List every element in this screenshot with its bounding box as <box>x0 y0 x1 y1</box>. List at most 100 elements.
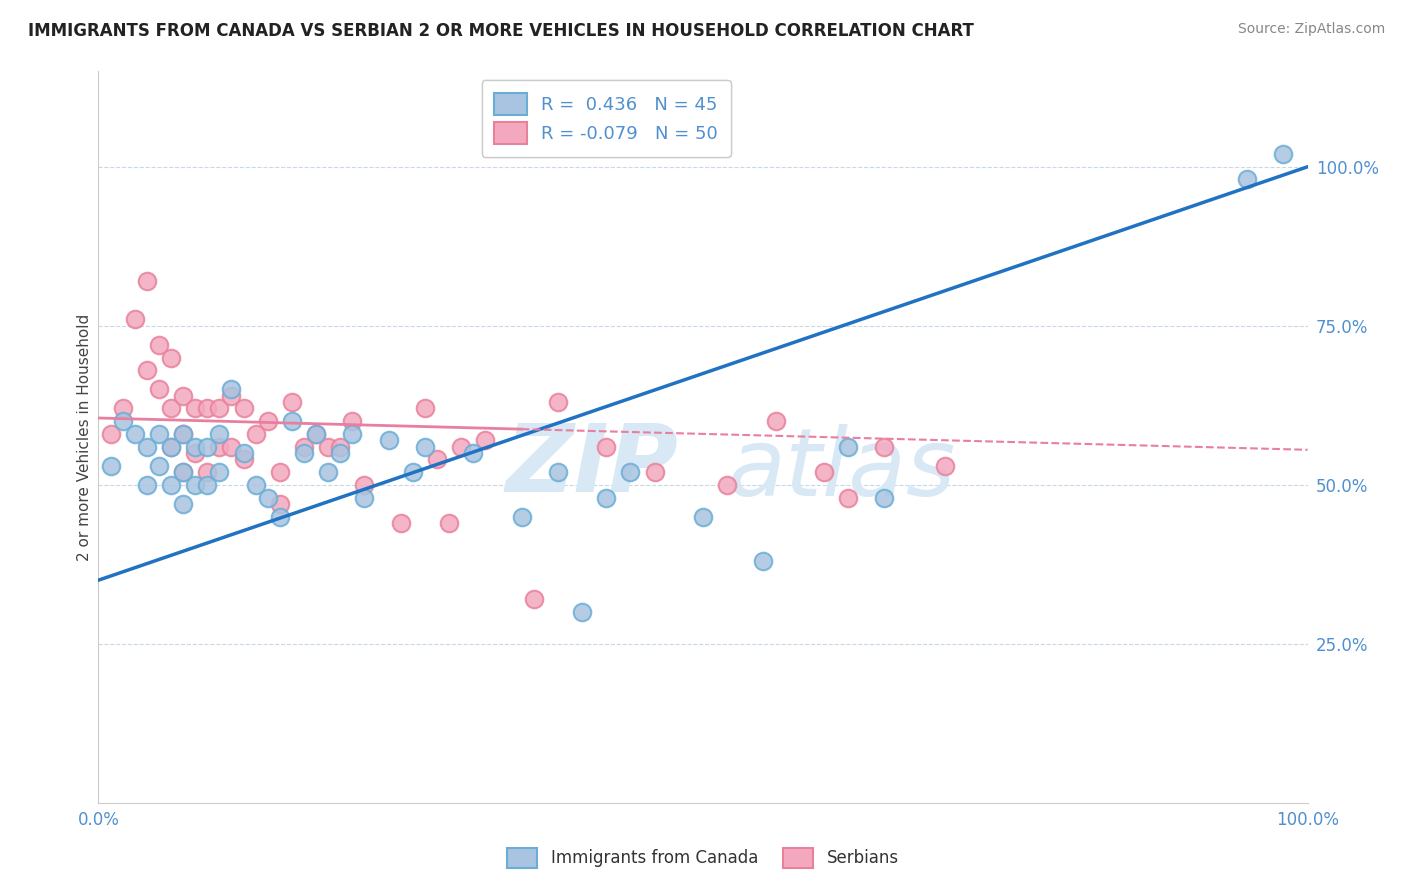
Point <box>172 465 194 479</box>
Y-axis label: 2 or more Vehicles in Household: 2 or more Vehicles in Household <box>77 313 91 561</box>
Point <box>281 395 304 409</box>
Point <box>172 465 194 479</box>
Point <box>245 426 267 441</box>
Point <box>437 516 460 530</box>
Point <box>148 458 170 473</box>
Point <box>837 440 859 454</box>
Point <box>353 491 375 505</box>
Point <box>281 414 304 428</box>
Point <box>111 401 134 416</box>
Point <box>232 401 254 416</box>
Legend: R =  0.436   N = 45, R = -0.079   N = 50: R = 0.436 N = 45, R = -0.079 N = 50 <box>482 80 731 157</box>
Point <box>329 446 352 460</box>
Point <box>305 426 328 441</box>
Point <box>765 414 787 428</box>
Point <box>135 274 157 288</box>
Point <box>292 446 315 460</box>
Point <box>124 312 146 326</box>
Point <box>135 363 157 377</box>
Point <box>184 477 207 491</box>
Point <box>353 477 375 491</box>
Point <box>269 465 291 479</box>
Point <box>474 434 496 448</box>
Point <box>148 426 170 441</box>
Point <box>208 401 231 416</box>
Legend: Immigrants from Canada, Serbians: Immigrants from Canada, Serbians <box>501 841 905 875</box>
Point <box>547 465 569 479</box>
Point <box>172 497 194 511</box>
Point <box>256 414 278 428</box>
Point <box>160 440 183 454</box>
Point <box>100 458 122 473</box>
Point <box>389 516 412 530</box>
Point <box>595 491 617 505</box>
Point <box>873 491 896 505</box>
Point <box>256 491 278 505</box>
Point <box>184 446 207 460</box>
Point <box>413 401 436 416</box>
Point <box>184 401 207 416</box>
Point <box>342 414 364 428</box>
Point <box>813 465 835 479</box>
Point <box>148 383 170 397</box>
Point <box>292 440 315 454</box>
Point <box>402 465 425 479</box>
Point <box>100 426 122 441</box>
Point <box>172 389 194 403</box>
Point <box>135 440 157 454</box>
Text: IMMIGRANTS FROM CANADA VS SERBIAN 2 OR MORE VEHICLES IN HOUSEHOLD CORRELATION CH: IMMIGRANTS FROM CANADA VS SERBIAN 2 OR M… <box>28 22 974 40</box>
Point <box>305 426 328 441</box>
Point <box>752 554 775 568</box>
Text: Source: ZipAtlas.com: Source: ZipAtlas.com <box>1237 22 1385 37</box>
Point <box>148 338 170 352</box>
Point <box>135 477 157 491</box>
Point <box>172 426 194 441</box>
Point <box>571 605 593 619</box>
Point <box>523 592 546 607</box>
Point <box>195 465 218 479</box>
Point <box>342 426 364 441</box>
Point <box>232 452 254 467</box>
Point <box>221 383 243 397</box>
Point <box>426 452 449 467</box>
Point <box>644 465 666 479</box>
Point <box>195 477 218 491</box>
Point <box>316 440 339 454</box>
Point <box>595 440 617 454</box>
Point <box>716 477 738 491</box>
Point <box>208 465 231 479</box>
Point <box>124 426 146 441</box>
Point <box>450 440 472 454</box>
Point <box>413 440 436 454</box>
Point <box>269 509 291 524</box>
Point <box>463 446 485 460</box>
Point <box>510 509 533 524</box>
Point <box>619 465 641 479</box>
Text: atlas: atlas <box>727 425 956 516</box>
Point <box>873 440 896 454</box>
Point <box>221 440 243 454</box>
Point <box>934 458 956 473</box>
Point <box>329 440 352 454</box>
Point <box>232 446 254 460</box>
Point <box>316 465 339 479</box>
Point <box>837 491 859 505</box>
Point <box>160 440 183 454</box>
Text: ZIP: ZIP <box>506 420 679 512</box>
Point <box>377 434 399 448</box>
Point <box>184 440 207 454</box>
Point <box>172 426 194 441</box>
Point <box>195 440 218 454</box>
Point <box>208 440 231 454</box>
Point <box>269 497 291 511</box>
Point <box>692 509 714 524</box>
Point <box>160 351 183 365</box>
Point <box>160 477 183 491</box>
Point <box>547 395 569 409</box>
Point <box>221 389 243 403</box>
Point <box>1236 172 1258 186</box>
Point <box>195 401 218 416</box>
Point <box>208 426 231 441</box>
Point <box>160 401 183 416</box>
Point <box>245 477 267 491</box>
